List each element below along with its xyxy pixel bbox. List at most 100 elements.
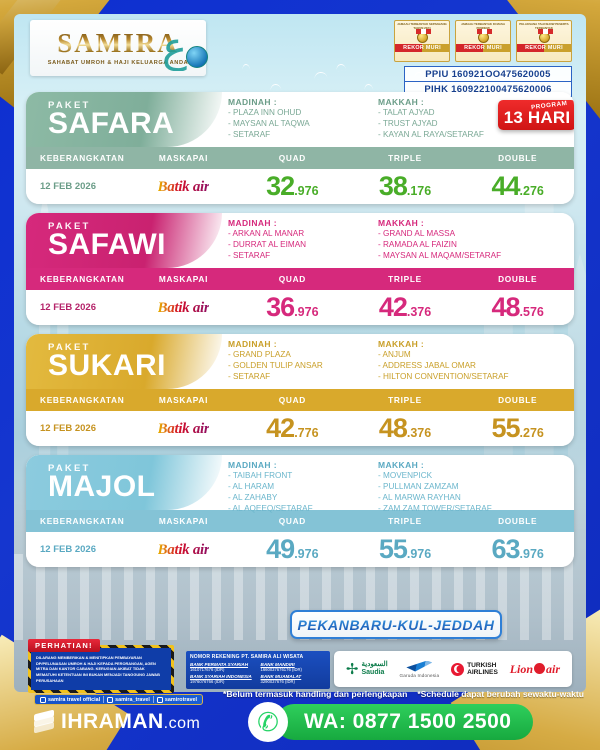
package-header: PAKET SUKARI MADINAH : - GRAND PLAZA - G… xyxy=(26,334,574,389)
madinah-label: MADINAH : xyxy=(228,460,277,470)
departure-date: 12 FEB 2026 xyxy=(40,181,96,192)
hotel-item: - TRUST AJYAD xyxy=(378,119,438,129)
bank-name: BANK MANDIRI xyxy=(260,662,295,667)
hotel-item: - MAYSAN AL TAQWA xyxy=(228,119,310,129)
whatsapp-number[interactable]: WA: 0877 1500 2500 xyxy=(276,704,534,740)
col-quad: QUAD xyxy=(278,274,306,284)
license-ppiu: PPIU 160921OO475620005 xyxy=(404,66,572,82)
hotel-lists: MADINAH : - GRAND PLAZA - GOLDEN TULIP A… xyxy=(222,334,574,389)
warning-tag: PERHATIAN! xyxy=(28,639,100,652)
warning-inner: PERHATIAN! DILARANG MEMBERIKAN & MENITIP… xyxy=(28,639,171,690)
muri-badge-name: REKOR MURI xyxy=(395,43,449,53)
package-card-majol[interactable]: PAKET MAJOL MADINAH : - TAIBAH FRONT - A… xyxy=(26,455,574,567)
muri-award-badges: JAMAAH TERBANYAK SEPANJANG TAHUN 2024 RE… xyxy=(394,20,572,62)
route-banner: PEKANBARU-KUL-JEDDAH xyxy=(290,610,502,639)
bank-account-grid: BANK PERMATA SYARIAH 1610717676 (IDR) BA… xyxy=(190,662,326,685)
col-departure: KEBERANGKATAN xyxy=(40,274,125,284)
departure-date: 12 FEB 2026 xyxy=(40,423,96,434)
price-double: 44.276 xyxy=(491,171,544,201)
package-name: MAJOL xyxy=(48,469,156,503)
airline-name: Batik air xyxy=(157,420,210,437)
bank-name: BANK PERMATA SYARIAH xyxy=(190,662,249,667)
hotel-item: - KAYAN AL RAYA/SETARAF xyxy=(378,130,484,140)
hotel-lists: MADINAH : - TAIBAH FRONT - AL HARAM - AL… xyxy=(222,455,574,513)
bank-name: BANK MUAMALAT xyxy=(260,673,302,679)
col-airline: MASKAPAI xyxy=(158,153,209,163)
hotel-item: - RAMADA AL FAIZIN xyxy=(378,240,457,250)
bank-column: BANK PERMATA SYARIAH 1610717676 (IDR) BA… xyxy=(190,662,256,685)
package-card-sukari[interactable]: PAKET SUKARI MADINAH : - GRAND PLAZA - G… xyxy=(26,334,574,446)
social-facebook[interactable]: samira travel official xyxy=(40,696,100,703)
paket-label: PAKET xyxy=(48,341,91,353)
medal-icon xyxy=(476,28,492,43)
price-quad: 32.976 xyxy=(266,171,319,201)
social-handles[interactable]: samira travel official samira_travel sam… xyxy=(34,694,203,705)
makkah-hotels: MAKKAH : - ANJUM - ADDRESS JABAL OMAR - … xyxy=(378,339,568,389)
price-quad: 36.976 xyxy=(266,292,319,322)
social-tiktok[interactable]: samirotravel xyxy=(156,696,197,703)
turkish-crescent-icon xyxy=(451,662,465,676)
package-card-safara[interactable]: PAKET SAFARA MADINAH : - PLAZA INN OHUD … xyxy=(26,92,574,204)
table-header-row: KEBERANGKATAN MASKAPAI QUAD TRIPLE DOUBL… xyxy=(26,510,574,532)
madinah-hotels: MADINAH : - TAIBAH FRONT - AL HARAM - AL… xyxy=(228,460,368,513)
hotel-item: - HILTON CONVENTION/SETARAF xyxy=(378,372,509,382)
makkah-hotels: MAKKAH : - MOVENPICK - PULLMAN ZAMZAM - … xyxy=(378,460,568,513)
hotel-item: - MOVENPICK xyxy=(378,471,433,480)
price-double: 48.576 xyxy=(491,292,544,322)
hotel-item: - SETARAF xyxy=(228,130,271,140)
ihraman-label: IHRAMAN.com xyxy=(61,710,201,733)
departure-date: 12 FEB 2026 xyxy=(40,544,96,555)
airline-logo: Batik air xyxy=(131,178,236,196)
bank-number: 1660037676176 (IDR) xyxy=(260,667,302,672)
globe-icon xyxy=(186,46,208,68)
col-triple: TRIPLE xyxy=(388,516,422,526)
bank-accounts-box: NOMOR REKENING PT. SAMIRA ALI WISATA BAN… xyxy=(186,651,330,689)
table-header-row: KEBERANGKATAN MASKAPAI QUAD TRIPLE DOUBL… xyxy=(26,147,574,169)
price-triple: 48.376 xyxy=(378,413,432,443)
package-header: PAKET MAJOL MADINAH : - TAIBAH FRONT - A… xyxy=(26,455,574,513)
medal-icon xyxy=(537,28,553,43)
makkah-label: MAKKAH : xyxy=(378,460,425,470)
col-departure: KEBERANGKATAN xyxy=(40,153,125,163)
social-handle-label: samira_travel xyxy=(115,696,150,703)
package-name-blob: PAKET MAJOL xyxy=(26,455,222,510)
price-row: 12 FEB 2026 Batik air 42.776 48.376 55.2… xyxy=(26,411,574,446)
hotel-item: - AL AQEEQ/SETARAF xyxy=(228,504,313,514)
paket-label: PAKET xyxy=(48,220,91,232)
hotel-item: - GRAND AL MASSA xyxy=(378,229,456,238)
garuda-label: Garuda Indonesia xyxy=(399,672,440,678)
social-handle-label: samirotravel xyxy=(164,696,197,703)
hotel-item: - AL MARWA RAYHAN xyxy=(378,493,461,503)
bank-number: 3290037676 (IDR) xyxy=(260,678,295,684)
hotel-item: - ANJUM xyxy=(378,350,411,359)
col-departure: KEBERANGKATAN xyxy=(40,395,125,405)
price-quad: 49.976 xyxy=(266,534,319,564)
whatsapp-cta[interactable]: ✆ WA: 0877 1500 2500 xyxy=(248,702,534,742)
package-name-blob: PAKET SAFARA xyxy=(26,92,222,147)
price-row: 12 FEB 2026 Batik air 36.976 42.376 48.5… xyxy=(26,290,574,325)
paket-label: PAKET xyxy=(48,99,91,111)
bank-name: BANK SYARIAH INDONESIA xyxy=(190,673,252,679)
package-card-safawi[interactable]: PAKET SAFAWI MADINAH : - ARKAN AL MANAR … xyxy=(26,213,574,325)
airline-logo: Batik air xyxy=(131,420,236,438)
airline-logo: Batik air xyxy=(131,299,236,317)
makkah-hotels: MAKKAH : - TALAT AJYAD - TRUST AJYAD - K… xyxy=(378,97,568,147)
social-instagram[interactable]: samira_travel xyxy=(107,696,150,703)
airline-logos-strip: ✢ السعودية Saudia Garuda Indonesia TURKI… xyxy=(334,651,572,687)
hotel-item: - TAIBAH FRONT xyxy=(228,471,293,480)
hotel-item: - ARKAN AL MANAR xyxy=(228,229,305,238)
hotel-item: - PULLMAN ZAMZAM xyxy=(378,482,459,492)
airline-name: Batik air xyxy=(157,541,210,558)
hotel-item: - GRAND PLAZA xyxy=(228,350,291,359)
makkah-label: MAKKAH : xyxy=(378,339,425,349)
col-double: DOUBLE xyxy=(498,153,538,163)
logo-wordmark: SAMIRA xyxy=(57,28,179,58)
ihraman-brand[interactable]: IHRAMAN.com xyxy=(34,709,201,734)
airline-logo-lionair: Lion air xyxy=(510,662,560,677)
col-triple: TRIPLE xyxy=(388,395,422,405)
note-handling: *Belum termasuk handling dan perlengkapa… xyxy=(222,689,408,699)
bank-column: BANK MANDIRI 1660037676176 (IDR) BANK MU… xyxy=(261,662,327,685)
medal-icon xyxy=(415,28,431,43)
price-row: 12 FEB 2026 Batik air 49.976 55.976 63.9… xyxy=(26,532,574,567)
col-quad: QUAD xyxy=(278,516,306,526)
